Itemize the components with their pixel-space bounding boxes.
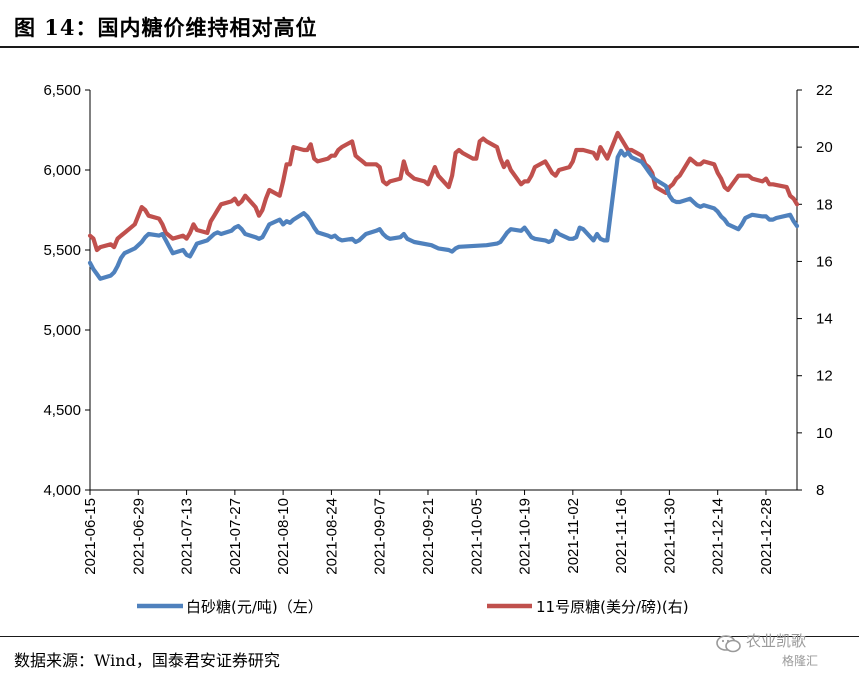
title-divider [0, 46, 859, 48]
x-tick-label: 2021-07-13 [179, 498, 196, 575]
watermark-account-name: 农业凯歌 [746, 632, 807, 650]
right-y-tick-label: 16 [816, 253, 833, 270]
legend: 白砂糖(元/吨)（左） 11号原糖(美分/磅)(右) [137, 598, 689, 616]
x-tick-label: 2021-11-02 [565, 498, 582, 574]
series-lines [87, 130, 800, 281]
left-y-tick-label: 5,500 [43, 242, 81, 259]
right-y-tick-label: 12 [816, 368, 833, 385]
left-y-tick-label: 4,000 [43, 482, 81, 499]
x-tick-label: 2021-08-24 [323, 498, 340, 575]
figure-title: 图 14：国内糖价维持相对高位 [14, 15, 318, 40]
right-y-tick-label: 14 [816, 311, 833, 328]
x-tick-label: 2021-10-19 [517, 498, 534, 575]
left-y-tick-label: 6,500 [43, 82, 81, 99]
x-tick-label: 2021-06-15 [82, 498, 99, 575]
source-divider [0, 636, 859, 637]
right-y-tick-label: 20 [816, 139, 833, 156]
left-y-axis-ticks: 4,000 4,500 5,000 5,500 6,000 6,500 [43, 82, 90, 499]
x-tick-label: 2021-09-21 [420, 498, 437, 575]
left-y-tick-label: 6,000 [43, 162, 81, 179]
x-tick-label: 2021-11-30 [661, 498, 678, 574]
x-tick-label: 2021-06-29 [130, 498, 147, 575]
x-tick-label: 2021-07-27 [227, 498, 244, 575]
legend-label-white-sugar: 白砂糖(元/吨)（左） [186, 598, 323, 616]
x-tick-label: 2021-12-14 [710, 498, 727, 575]
right-y-tick-label: 22 [816, 82, 833, 99]
x-tick-label: 2021-09-07 [372, 498, 389, 575]
watermark: 农业凯歌 格隆汇 [716, 628, 856, 674]
x-tick-label: 2021-10-05 [468, 498, 485, 575]
series-line-white-sugar [87, 148, 800, 281]
source-note: 数据来源：Wind，国泰君安证券研究 [14, 651, 280, 670]
x-tick-label: 2021-08-10 [275, 498, 292, 575]
wechat-icon [716, 635, 741, 653]
x-tick-label: 2021-11-16 [613, 498, 630, 574]
chart-axes [89, 90, 798, 491]
right-y-tick-label: 8 [816, 482, 824, 499]
right-y-tick-label: 18 [816, 196, 833, 213]
watermark-site-name: 格隆汇 [782, 654, 819, 668]
right-y-tick-label: 10 [816, 425, 833, 442]
right-y-axis-ticks: 8 10 12 14 16 18 20 22 [797, 82, 833, 499]
line-chart: 2021-06-15 2021-06-29 2021-07-13 2021-07-27… [43, 82, 833, 616]
legend-label-raw-sugar-no11: 11号原糖(美分/磅)(右) [536, 598, 689, 616]
x-tick-label: 2021-12-28 [758, 498, 775, 575]
left-y-tick-label: 5,000 [43, 322, 81, 339]
left-y-tick-label: 4,500 [43, 402, 81, 419]
x-axis-ticks: 2021-06-15 2021-06-29 2021-07-13 2021-07-27… [82, 490, 775, 575]
series-line-raw-sugar-no11 [87, 130, 800, 253]
